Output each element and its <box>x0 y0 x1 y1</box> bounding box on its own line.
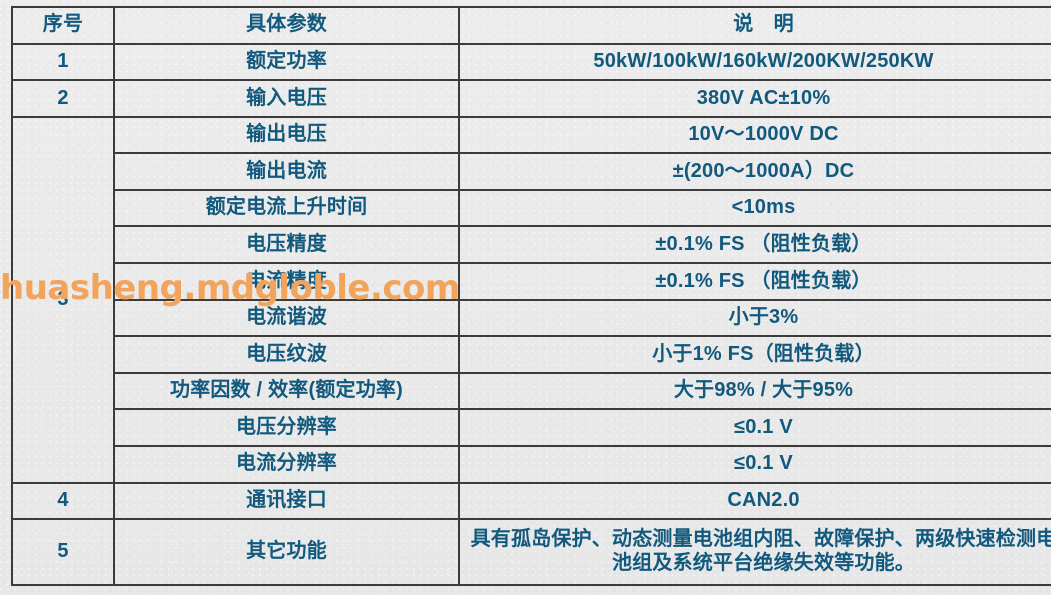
cell-param: 通讯接口 <box>113 481 460 521</box>
cell-no: 4 <box>11 481 115 521</box>
table-row: 输出电流 ±(200～1000A）DC <box>12 152 1051 191</box>
cell-desc: 小于3% <box>458 298 1051 338</box>
table-row: 电流分辨率 ≤0.1 V <box>12 444 1051 484</box>
header-cell-desc: 说 明 <box>458 6 1051 45</box>
cell-desc: 具有孤岛保护、动态测量电池组内阻、故障保护、两级快速检测电池组及系统平台绝缘失效… <box>458 518 1051 586</box>
cell-no: 1 <box>11 42 115 82</box>
table-row: 2 输入电压 380V AC±10% <box>11 79 1051 118</box>
table-row: 电压分辨率 ≤0.1 V <box>12 408 1051 447</box>
table-row: 4 通讯接口 CAN2.0 <box>11 481 1051 521</box>
cell-desc: <10ms <box>458 188 1051 228</box>
table-header-row: 序号 具体参数 说 明 <box>11 6 1051 45</box>
cell-desc: 380V AC±10% <box>458 79 1051 118</box>
cell-param: 其它功能 <box>113 518 460 586</box>
cell-desc: ±0.1% FS （阻性负载） <box>458 262 1051 301</box>
table-row: 电压纹波 小于1% FS（阻性负载） <box>12 335 1051 374</box>
cell-desc: 小于1% FS（阻性负载） <box>458 335 1051 374</box>
spec-table-container: 序号 具体参数 说 明 1 额定功率 50kW/100kW/160kW/200K… <box>11 6 1051 586</box>
header-cell-no: 序号 <box>11 6 115 45</box>
table-row: 1 额定功率 50kW/100kW/160kW/200KW/250KW <box>11 42 1051 82</box>
cell-param: 输出电压 <box>113 115 460 155</box>
cell-param: 输入电压 <box>113 79 460 118</box>
header-cell-param: 具体参数 <box>113 6 460 45</box>
table-row: 电流精度 ±0.1% FS （阻性负载） <box>12 262 1051 301</box>
table-row: 3 输出电压 10V～1000V DC <box>11 115 1051 484</box>
cell-param: 电压纹波 <box>113 335 460 374</box>
table-row: 电压精度 ±0.1% FS （阻性负载） <box>12 225 1051 265</box>
cell-param: 电流精度 <box>113 262 460 301</box>
cell-desc: ±(200～1000A）DC <box>458 152 1051 191</box>
table-row: 5 其它功能 具有孤岛保护、动态测量电池组内阻、故障保护、两级快速检测电池组及系… <box>11 518 1051 586</box>
cell-no-merged: 3 <box>11 115 115 484</box>
cell-desc: 50kW/100kW/160kW/200KW/250KW <box>458 42 1051 82</box>
cell-param: 额定电流上升时间 <box>113 188 460 228</box>
cell-desc: 10V～1000V DC <box>458 115 1051 155</box>
specification-table: 序号 具体参数 说 明 1 额定功率 50kW/100kW/160kW/200K… <box>11 6 1051 586</box>
table-row: 电流谐波 小于3% <box>12 298 1051 338</box>
cell-param: 电压精度 <box>113 225 460 265</box>
cell-param: 电流谐波 <box>113 298 460 338</box>
cell-desc: ≤0.1 V <box>458 408 1051 447</box>
cell-desc: 大于98% / 大于95% <box>458 371 1051 411</box>
cell-no: 5 <box>11 518 115 586</box>
cell-desc: ±0.1% FS （阻性负载） <box>458 225 1051 265</box>
cell-desc: ≤0.1 V <box>458 444 1051 484</box>
cell-param: 额定功率 <box>113 42 460 82</box>
cell-no: 2 <box>11 79 115 118</box>
cell-param: 电压分辨率 <box>113 408 460 447</box>
table-row: 功率因数 / 效率(额定功率) 大于98% / 大于95% <box>12 371 1051 411</box>
cell-desc: CAN2.0 <box>458 481 1051 521</box>
table-row: 额定电流上升时间 <10ms <box>12 188 1051 228</box>
cell-param: 输出电流 <box>113 152 460 191</box>
cell-param: 功率因数 / 效率(额定功率) <box>113 371 460 411</box>
cell-param: 电流分辨率 <box>113 444 460 484</box>
